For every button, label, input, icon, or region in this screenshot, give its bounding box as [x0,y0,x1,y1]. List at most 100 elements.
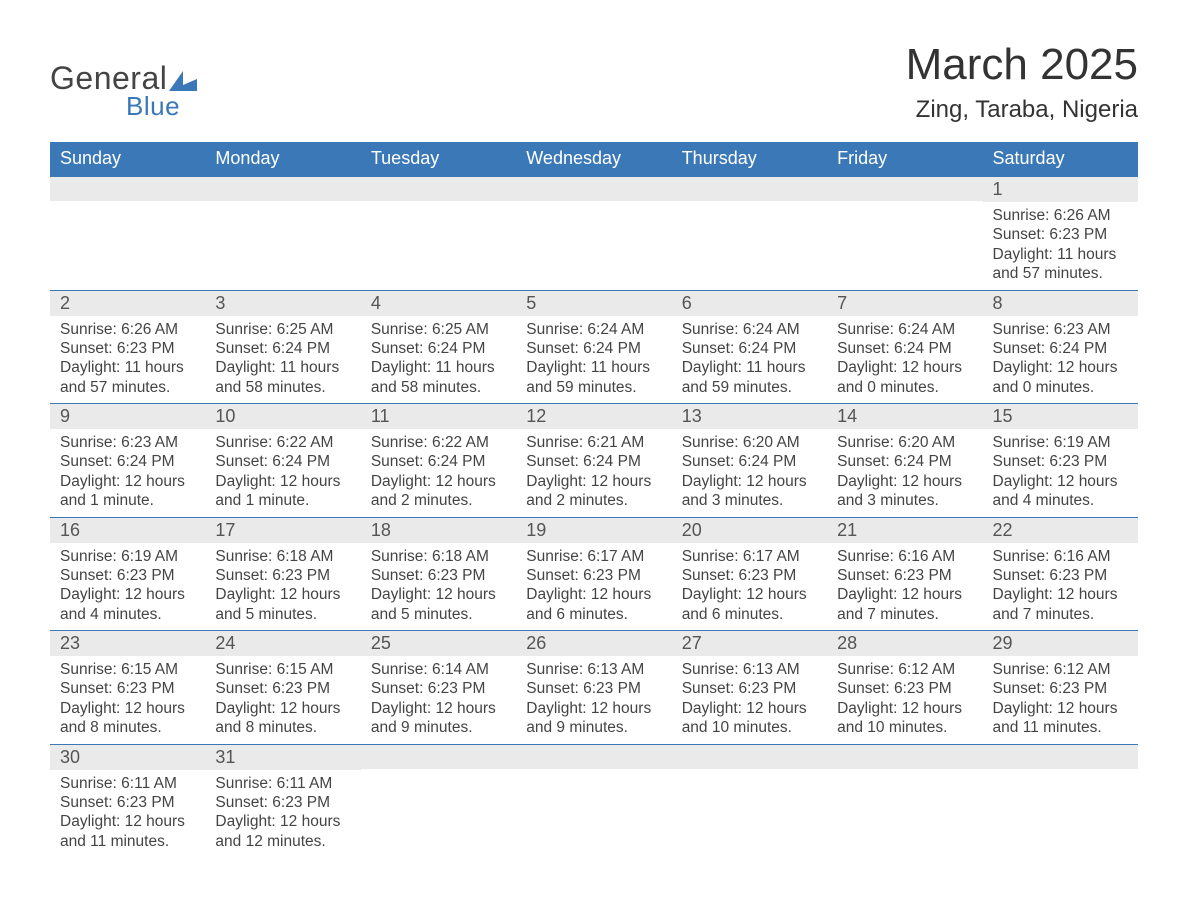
calendar-day-cell [361,744,516,857]
day-data [516,201,671,273]
calendar-day-cell: 1Sunrise: 6:26 AMSunset: 6:23 PMDaylight… [983,176,1138,290]
day-number: 28 [827,631,982,656]
day-data: Sunrise: 6:14 AMSunset: 6:23 PMDaylight:… [361,656,516,744]
calendar-table: Sunday Monday Tuesday Wednesday Thursday… [50,142,1138,857]
day-data [516,769,671,841]
sunrise-text: Sunrise: 6:19 AM [60,547,195,566]
sunrise-text: Sunrise: 6:17 AM [526,547,661,566]
day-data: Sunrise: 6:24 AMSunset: 6:24 PMDaylight:… [516,316,671,404]
day-data: Sunrise: 6:20 AMSunset: 6:24 PMDaylight:… [827,429,982,517]
calendar-day-cell [672,176,827,290]
calendar-day-cell: 17Sunrise: 6:18 AMSunset: 6:23 PMDayligh… [205,517,360,631]
day-data: Sunrise: 6:12 AMSunset: 6:23 PMDaylight:… [827,656,982,744]
day-number [827,745,982,769]
sunrise-text: Sunrise: 6:25 AM [215,320,350,339]
weekday-header: Tuesday [361,142,516,176]
day-data: Sunrise: 6:23 AMSunset: 6:24 PMDaylight:… [983,316,1138,404]
daylight-text: Daylight: 12 hours and 1 minute. [215,472,350,511]
daylight-text: Daylight: 12 hours and 9 minutes. [371,699,506,738]
day-data [205,201,360,273]
calendar-day-cell [205,176,360,290]
day-number: 5 [516,291,671,316]
sunset-text: Sunset: 6:23 PM [682,566,817,585]
day-data: Sunrise: 6:11 AMSunset: 6:23 PMDaylight:… [205,770,360,858]
calendar-day-cell: 10Sunrise: 6:22 AMSunset: 6:24 PMDayligh… [205,404,360,518]
day-data [361,201,516,273]
weekday-header: Friday [827,142,982,176]
calendar-week-row: 30Sunrise: 6:11 AMSunset: 6:23 PMDayligh… [50,744,1138,857]
day-number: 11 [361,404,516,429]
day-number: 20 [672,518,827,543]
calendar-day-cell: 13Sunrise: 6:20 AMSunset: 6:24 PMDayligh… [672,404,827,518]
weekday-header-row: Sunday Monday Tuesday Wednesday Thursday… [50,142,1138,176]
sunset-text: Sunset: 6:24 PM [215,339,350,358]
calendar-day-cell: 3Sunrise: 6:25 AMSunset: 6:24 PMDaylight… [205,290,360,404]
calendar-day-cell [516,176,671,290]
daylight-text: Daylight: 12 hours and 2 minutes. [526,472,661,511]
day-data [361,769,516,841]
day-number: 22 [983,518,1138,543]
sunset-text: Sunset: 6:23 PM [682,679,817,698]
day-data: Sunrise: 6:13 AMSunset: 6:23 PMDaylight:… [672,656,827,744]
day-data: Sunrise: 6:16 AMSunset: 6:23 PMDaylight:… [983,543,1138,631]
calendar-day-cell [50,176,205,290]
title-block: March 2025 Zing, Taraba, Nigeria [906,40,1138,124]
daylight-text: Daylight: 12 hours and 7 minutes. [993,585,1128,624]
flag-icon [169,71,197,91]
calendar-day-cell [827,176,982,290]
day-number [361,177,516,201]
sunset-text: Sunset: 6:23 PM [371,679,506,698]
day-data: Sunrise: 6:24 AMSunset: 6:24 PMDaylight:… [827,316,982,404]
day-number: 15 [983,404,1138,429]
calendar-day-cell: 24Sunrise: 6:15 AMSunset: 6:23 PMDayligh… [205,631,360,745]
daylight-text: Daylight: 12 hours and 4 minutes. [993,472,1128,511]
day-data [50,201,205,273]
sunset-text: Sunset: 6:24 PM [993,339,1128,358]
sunrise-text: Sunrise: 6:22 AM [371,433,506,452]
day-number: 25 [361,631,516,656]
calendar-day-cell: 20Sunrise: 6:17 AMSunset: 6:23 PMDayligh… [672,517,827,631]
weekday-header: Wednesday [516,142,671,176]
calendar-day-cell: 28Sunrise: 6:12 AMSunset: 6:23 PMDayligh… [827,631,982,745]
day-number: 1 [983,177,1138,202]
calendar-day-cell [361,176,516,290]
calendar-day-cell: 27Sunrise: 6:13 AMSunset: 6:23 PMDayligh… [672,631,827,745]
day-data: Sunrise: 6:13 AMSunset: 6:23 PMDaylight:… [516,656,671,744]
weekday-header: Thursday [672,142,827,176]
day-data: Sunrise: 6:20 AMSunset: 6:24 PMDaylight:… [672,429,827,517]
sunset-text: Sunset: 6:24 PM [837,452,972,471]
day-number: 16 [50,518,205,543]
day-data: Sunrise: 6:22 AMSunset: 6:24 PMDaylight:… [361,429,516,517]
sunrise-text: Sunrise: 6:26 AM [993,206,1128,225]
month-title: March 2025 [906,40,1138,90]
sunset-text: Sunset: 6:23 PM [215,566,350,585]
sunrise-text: Sunrise: 6:11 AM [215,774,350,793]
daylight-text: Daylight: 12 hours and 3 minutes. [837,472,972,511]
sunset-text: Sunset: 6:23 PM [993,452,1128,471]
daylight-text: Daylight: 12 hours and 6 minutes. [682,585,817,624]
calendar-day-cell: 22Sunrise: 6:16 AMSunset: 6:23 PMDayligh… [983,517,1138,631]
sunrise-text: Sunrise: 6:18 AM [215,547,350,566]
day-number: 26 [516,631,671,656]
day-number: 27 [672,631,827,656]
day-number: 21 [827,518,982,543]
day-data: Sunrise: 6:21 AMSunset: 6:24 PMDaylight:… [516,429,671,517]
sunrise-text: Sunrise: 6:23 AM [993,320,1128,339]
page-header: General Blue March 2025 Zing, Taraba, Ni… [50,40,1138,124]
sunset-text: Sunset: 6:24 PM [371,339,506,358]
day-data: Sunrise: 6:16 AMSunset: 6:23 PMDaylight:… [827,543,982,631]
day-data: Sunrise: 6:22 AMSunset: 6:24 PMDaylight:… [205,429,360,517]
day-data: Sunrise: 6:15 AMSunset: 6:23 PMDaylight:… [205,656,360,744]
day-data: Sunrise: 6:12 AMSunset: 6:23 PMDaylight:… [983,656,1138,744]
day-number: 17 [205,518,360,543]
sunset-text: Sunset: 6:24 PM [526,452,661,471]
location-label: Zing, Taraba, Nigeria [906,96,1138,124]
day-number: 10 [205,404,360,429]
daylight-text: Daylight: 12 hours and 6 minutes. [526,585,661,624]
day-data [827,769,982,841]
daylight-text: Daylight: 12 hours and 12 minutes. [215,812,350,851]
day-data: Sunrise: 6:19 AMSunset: 6:23 PMDaylight:… [983,429,1138,517]
calendar-day-cell: 6Sunrise: 6:24 AMSunset: 6:24 PMDaylight… [672,290,827,404]
day-data: Sunrise: 6:26 AMSunset: 6:23 PMDaylight:… [983,202,1138,290]
daylight-text: Daylight: 12 hours and 3 minutes. [682,472,817,511]
